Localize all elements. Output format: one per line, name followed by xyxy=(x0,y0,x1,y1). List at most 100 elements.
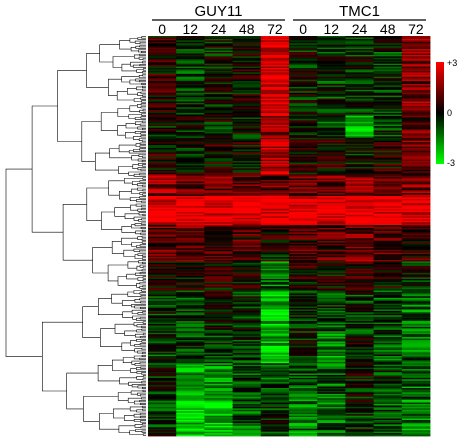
heatmap-cell xyxy=(148,425,177,428)
heatmap-cell xyxy=(401,104,431,107)
heatmap-cell xyxy=(176,92,205,95)
heatmap-cell xyxy=(232,114,262,117)
heatmap-cell xyxy=(176,353,205,355)
heatmap-cell xyxy=(260,373,290,376)
heatmap-cell xyxy=(204,261,233,264)
dendrogram-branch xyxy=(140,420,146,423)
heatmap-cell xyxy=(289,369,318,371)
heatmap-cell xyxy=(317,379,346,382)
heatmap-cell xyxy=(317,404,346,406)
heatmap-cell xyxy=(260,191,290,194)
heatmap-cell xyxy=(148,292,177,294)
heatmap-cell xyxy=(289,172,318,175)
heatmap-cell xyxy=(373,193,403,195)
heatmap-cell xyxy=(289,86,318,89)
heatmap-cell xyxy=(345,344,374,347)
dendrogram-branch xyxy=(101,211,122,230)
heatmap-cell xyxy=(345,76,374,79)
heatmap-cell xyxy=(148,289,177,291)
heatmap-cell xyxy=(232,284,262,287)
heatmap-cell xyxy=(345,290,374,293)
heatmap-cell xyxy=(176,430,205,433)
heatmap-cell xyxy=(176,149,205,152)
heatmap-cell xyxy=(176,401,205,403)
heatmap-cell xyxy=(317,60,346,63)
heatmap-cell xyxy=(232,338,262,341)
heatmap-cell xyxy=(260,152,290,155)
dendrogram-branch xyxy=(124,178,143,184)
heatmap-cell xyxy=(260,101,290,104)
heatmap-cell xyxy=(317,225,346,227)
dendrogram-branch xyxy=(141,113,146,116)
heatmap-cell xyxy=(176,422,205,425)
heatmap-cell xyxy=(317,258,346,261)
heatmap-cell xyxy=(345,181,374,184)
heatmap-cell xyxy=(260,113,290,115)
heatmap-cell xyxy=(289,373,318,376)
heatmap-cell xyxy=(317,57,346,60)
heatmap-cell xyxy=(260,110,290,113)
heatmap-cell xyxy=(373,398,403,401)
heatmap-cell xyxy=(260,277,290,280)
heatmap-cell xyxy=(148,258,177,261)
heatmap-cell xyxy=(232,209,262,211)
heatmap-cell xyxy=(204,104,233,107)
heatmap-cell xyxy=(176,241,205,243)
dendrogram-branch xyxy=(133,355,142,360)
heatmap-cell xyxy=(176,415,205,418)
heatmap-cell xyxy=(204,142,233,145)
heatmap-cell xyxy=(373,322,403,325)
heatmap-cell xyxy=(373,105,403,108)
heatmap-cell xyxy=(260,47,290,50)
heatmap-cell xyxy=(317,326,346,329)
heatmap-cell xyxy=(345,97,374,99)
heatmap-cell xyxy=(373,289,403,291)
heatmap-cell xyxy=(345,228,374,230)
dendrogram-branch xyxy=(138,49,146,53)
heatmap-cell xyxy=(373,302,403,305)
heatmap-cell xyxy=(176,364,205,367)
heatmap-cell xyxy=(204,324,233,326)
heatmap-cell xyxy=(260,143,290,146)
heatmap-cell xyxy=(232,225,262,227)
heatmap-cell xyxy=(345,102,374,105)
heatmap-cell xyxy=(345,328,374,331)
heatmap-cell xyxy=(260,433,290,435)
heatmap-cell xyxy=(232,425,262,428)
heatmap-cell xyxy=(317,386,346,389)
dendrogram-branch xyxy=(142,389,146,392)
heatmap-cell xyxy=(401,364,431,367)
heatmap-cell xyxy=(260,366,290,369)
heatmap-cell xyxy=(176,108,205,111)
dendrogram-branch xyxy=(137,392,146,396)
heatmap-cell xyxy=(204,255,233,258)
heatmap-cell xyxy=(176,132,205,134)
heatmap-cell xyxy=(345,46,374,49)
heatmap-cell xyxy=(260,338,290,341)
heatmap-cell xyxy=(317,431,346,434)
heatmap-cell xyxy=(148,60,177,63)
heatmap-cell xyxy=(260,248,290,251)
heatmap-cell xyxy=(260,379,290,382)
heatmap-cell xyxy=(345,100,374,102)
heatmap-cell xyxy=(317,140,346,143)
heatmap-cell xyxy=(373,267,403,270)
heatmap-cell xyxy=(232,434,262,437)
dendrogram-branch xyxy=(140,301,146,304)
heatmap-cell xyxy=(232,268,262,271)
heatmap-cell xyxy=(204,46,233,49)
heatmap-cell xyxy=(148,225,177,227)
heatmap-cell xyxy=(345,257,374,259)
heatmap-cell xyxy=(260,420,290,422)
heatmap-cell xyxy=(176,56,205,59)
heatmap-cell xyxy=(289,363,318,366)
heatmap-cell xyxy=(232,264,262,267)
heatmap-cell xyxy=(317,40,346,43)
heatmap-cell xyxy=(289,57,318,60)
heatmap-cell xyxy=(176,187,205,190)
heatmap-cell xyxy=(373,175,403,178)
heatmap-cell xyxy=(317,385,346,387)
heatmap-cell xyxy=(401,310,431,313)
heatmap-cell xyxy=(373,319,403,322)
heatmap-cell xyxy=(401,401,431,403)
